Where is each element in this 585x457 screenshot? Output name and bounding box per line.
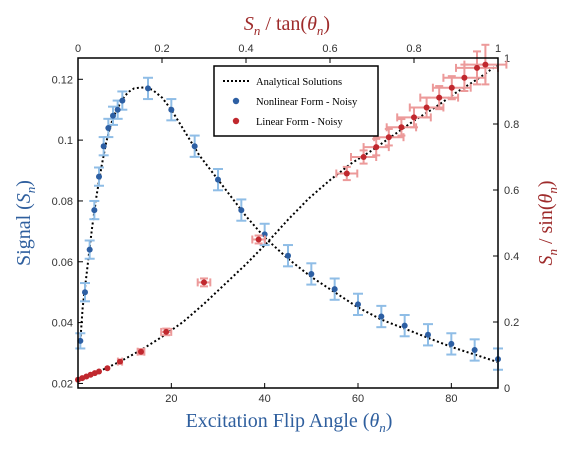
red-data-point	[385, 134, 392, 141]
blue-data-point	[168, 106, 175, 113]
bottom-tick-label: 20	[165, 393, 177, 405]
red-data-point	[117, 358, 123, 365]
blue-data-point	[77, 337, 84, 344]
top-tick-label: 0.2	[154, 43, 169, 55]
red-data-point	[482, 61, 489, 68]
top-tick-label: 0.6	[322, 43, 337, 55]
analytical-curve	[77, 63, 499, 381]
top-axis-title: Sn / tan(θn)	[244, 13, 330, 38]
red-data-point	[360, 154, 367, 160]
red-data-point	[163, 328, 170, 335]
legend-swatch-linear	[232, 117, 240, 125]
left-axis-title: Signal (Sn)	[13, 180, 38, 266]
blue-data-point	[471, 346, 478, 353]
right-tick-label: 0	[504, 383, 510, 395]
red-data-point	[411, 114, 417, 121]
red-data-point	[373, 144, 380, 151]
points-layer	[75, 43, 508, 383]
bottom-axis-title: Excitation Flip Angle (θn)	[186, 410, 393, 435]
blue-data-point	[425, 331, 431, 338]
top-tick-label: 0.8	[406, 43, 421, 55]
blue-data-point	[119, 97, 126, 104]
blue-data-point	[82, 289, 88, 296]
curves-layer	[77, 63, 499, 381]
ticks-layer: 20 40 60 80 0.02 0.04 0.06 0.08 0.1 0.12 0 0.2 0.4 0.…	[52, 43, 520, 405]
left-tick-label: 0.12	[52, 74, 73, 86]
red-data-point	[343, 170, 350, 177]
legend-label-linear: Linear Form - Noisy	[256, 117, 343, 128]
blue-data-point	[355, 301, 361, 308]
red-data-point	[448, 84, 455, 91]
legend-label-nonlinear: Nonlinear Form - Noisy	[256, 97, 358, 108]
right-tick-label: 0.4	[504, 251, 519, 263]
blue-data-point	[191, 143, 198, 150]
bottom-tick-label: 60	[352, 393, 364, 405]
top-tick-label: 1	[495, 43, 501, 55]
left-tick-label: 0.1	[58, 135, 73, 147]
red-data-point	[255, 236, 262, 243]
legend: Analytical Solutions Nonlinear Form - No…	[213, 65, 379, 137]
blue-data-point	[114, 106, 121, 113]
blue-data-point	[378, 313, 385, 320]
analytical-curve	[79, 86, 499, 364]
blue-data-point	[86, 246, 93, 253]
red-data-point	[104, 365, 111, 372]
red-data-point	[461, 74, 468, 81]
left-tick-label: 0.08	[52, 196, 73, 208]
blue-data-point	[145, 85, 151, 92]
blue-data-point	[96, 173, 102, 180]
red-data-point	[138, 348, 144, 355]
right-axis-title: Sn / sin(θn)	[535, 180, 560, 265]
left-tick-label: 0.06	[52, 257, 73, 269]
blue-data-point	[261, 231, 268, 238]
plot-frame	[77, 57, 499, 389]
blue-data-point	[100, 143, 107, 150]
blue-data-point	[401, 322, 408, 329]
right-tick-label: 0.6	[504, 185, 519, 197]
blue-data-point	[285, 252, 291, 259]
legend-box	[213, 65, 379, 137]
red-data-point	[474, 64, 480, 71]
top-tick-label: 0	[75, 43, 81, 55]
red-data-point	[423, 104, 430, 111]
bottom-tick-label: 40	[259, 393, 271, 405]
right-tick-label: 0.2	[504, 317, 519, 329]
left-tick-label: 0.04	[52, 318, 73, 330]
blue-data-point	[215, 176, 221, 183]
blue-data-point	[105, 124, 112, 131]
right-tick-label: 0.8	[504, 119, 519, 131]
right-tick-label: 1	[504, 53, 510, 65]
blue-data-point	[331, 286, 338, 293]
blue-data-point	[91, 207, 98, 214]
blue-data-point	[308, 270, 315, 277]
red-data-point	[436, 94, 443, 101]
blue-data-point	[238, 207, 245, 214]
red-data-point	[398, 124, 405, 131]
blue-data-point	[110, 112, 116, 119]
legend-swatch-nonlinear	[232, 97, 240, 105]
red-data-point	[96, 368, 102, 375]
legend-label-analytical: Analytical Solutions	[256, 77, 342, 88]
blue-data-point	[448, 340, 455, 347]
left-tick-label: 0.02	[52, 378, 73, 390]
bottom-tick-label: 80	[445, 393, 457, 405]
top-tick-label: 0.4	[238, 43, 253, 55]
red-data-point	[201, 279, 207, 286]
